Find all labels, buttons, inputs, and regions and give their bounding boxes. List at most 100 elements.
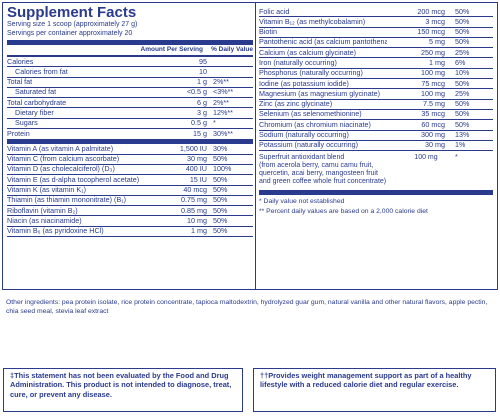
nutrient-name: Saturated fat <box>15 87 57 97</box>
nutrient-name: Vitamin C (from calcium ascorbate) <box>7 154 120 164</box>
thick-rule <box>259 190 493 196</box>
nutrient-amount: 75 mcg <box>421 78 445 88</box>
blend-name: Superfruit antioxidant blend (from acero… <box>259 154 387 186</box>
nutrient-name: Dietary fiber <box>15 107 54 117</box>
nutrient-row: Total carbohydrate 6 g 2%** <box>7 97 253 109</box>
nutrient-daily-value: 50% <box>455 119 470 129</box>
nutrient-row: Protein 15 g 30%** <box>7 129 253 139</box>
nutrient-daily-value: 2%** <box>213 77 229 87</box>
nutrient-name: Sugars <box>15 118 38 128</box>
nutrient-row: Vitamin C (from calcium ascorbate) 30 mg 5… <box>7 154 253 165</box>
fda-disclaimer-text: ‡This statement has not been evaluated b… <box>10 371 232 399</box>
nutrient-amount: 10 mg <box>187 215 207 225</box>
nutrient-row: Sugars 0.5 g * <box>7 118 253 130</box>
nutrient-daily-value: 50% <box>455 109 470 119</box>
nutrient-amount: 15 IU <box>189 174 207 184</box>
nutrient-amount: 0.75 mg <box>181 195 207 205</box>
nutrient-row: Riboflavin (vitamin B₂) 0.85 mg 50% <box>7 205 253 217</box>
footnote-daily-value: * Daily value not established <box>259 198 345 206</box>
nutrient-name: Vitamin K (as vitamin K₁) <box>7 185 86 195</box>
nutrient-amount: 7.5 mg <box>423 99 445 109</box>
nutrient-name: Magnesium (as magnesium glycinate) <box>259 88 381 98</box>
weight-management-text: ††Provides weight management support as … <box>260 371 472 390</box>
nutrient-name: Phosphorus (naturally occurring) <box>259 68 363 78</box>
nutrient-amount: 40 mcg <box>183 185 207 195</box>
footnote-percent: ** Percent daily values are based on a 2… <box>259 207 428 215</box>
nutrient-daily-value: 1% <box>455 140 466 150</box>
nutrient-row: Vitamin B₁₂ (as methylcobalamin) 3 mcg 50% <box>259 16 493 28</box>
nutrient-amount: 3 mcg <box>425 16 445 26</box>
vitamin-rows: Vitamin A (as vitamin A palmitate) 1,500 … <box>7 144 253 238</box>
nutrient-daily-value: 50% <box>455 6 470 16</box>
nutrient-name: Biotin <box>259 27 277 37</box>
nutrient-row: Vitamin E (as d-alpha tocopherol acetate… <box>7 174 253 186</box>
thick-rule <box>7 139 253 145</box>
nutrient-amount: 150 mcg <box>417 27 445 37</box>
nutrient-row: Vitamin B₆ (as pyridoxine HCl) 1 mg 50% <box>7 226 253 238</box>
nutrient-row: Saturated fat <0.5 g <3%** <box>7 87 253 99</box>
nutrient-amount: 60 mcg <box>421 119 445 129</box>
nutrient-name: Folic acid <box>259 6 290 16</box>
nutrient-name: Riboflavin (vitamin B₂) <box>7 205 78 215</box>
other-ingredients: Other ingredients: pea protein isolate, … <box>6 299 488 315</box>
nutrient-daily-value: 50% <box>213 215 228 225</box>
nutrient-amount: 250 mg <box>421 47 445 57</box>
mineral-rows: Folic acid 200 mcg 50% Vitamin B₁₂ (as meth… <box>259 6 493 152</box>
header-rule <box>7 55 253 57</box>
nutrient-row: Vitamin A (as vitamin A palmitate) 1,500 … <box>7 144 253 155</box>
nutrient-amount: 30 mg <box>425 140 445 150</box>
left-column: Supplement Facts Serving size 1 scoop (a… <box>7 3 253 238</box>
nutrient-name: Calories from fat <box>15 66 68 76</box>
nutrient-row: Selenium (as selenomethionine) 35 mcg 50% <box>259 109 493 121</box>
right-column: Folic acid 200 mcg 50% Vitamin B₁₂ (as meth… <box>259 7 493 216</box>
nutrient-name: Selenium (as selenomethionine) <box>259 109 362 119</box>
nutrient-name: Iodine (as potassium iodide) <box>259 78 349 88</box>
nutrient-daily-value: 50% <box>213 195 228 205</box>
servings-per-container: Servings per container approximately 20 <box>7 29 133 37</box>
nutrient-row: Calcium (as calcium glycinate) 250 mg 25% <box>259 47 493 59</box>
nutrient-amount: 1 mg <box>429 57 445 67</box>
weight-management-box: ††Provides weight management support as … <box>253 368 496 412</box>
macro-rows: Calories 95 Calories from fat 10 Total fat 1 … <box>7 57 253 139</box>
nutrient-daily-value: 50% <box>455 27 470 37</box>
nutrient-name: Protein <box>7 129 30 139</box>
nutrient-row: Magnesium (as magnesium glycinate) 100 mg… <box>259 88 493 100</box>
nutrient-daily-value: 50% <box>213 174 228 184</box>
nutrient-amount: 15 g <box>193 129 207 139</box>
nutrient-amount: 400 IU <box>185 164 207 174</box>
nutrient-row: Calories from fat 10 <box>7 66 253 78</box>
nutrient-row: Chromium (as chromium niacinate) 60 mcg 50… <box>259 119 493 131</box>
nutrient-name: Vitamin B₆ (as pyridoxine HCl) <box>7 226 104 236</box>
nutrient-amount: 200 mcg <box>417 6 445 16</box>
nutrient-name: Pantothenic acid (as calcium pantothenat… <box>259 37 387 47</box>
nutrient-name: Thiamin (as thiamin mononitrate) (B₁) <box>7 195 127 205</box>
nutrient-name: Chromium (as chromium niacinate) <box>259 119 371 129</box>
nutrient-daily-value: 50% <box>455 99 470 109</box>
nutrient-name: Vitamin D (as cholecalciferol) (D₃) <box>7 164 115 174</box>
nutrient-name: Niacin (as niacinamide) <box>7 215 82 225</box>
nutrient-amount: 300 mg <box>421 130 445 140</box>
nutrient-amount: 6 g <box>197 97 207 107</box>
dv-header: % Daily Value <box>211 46 253 53</box>
nutrient-name: Sodium (naturally occurring) <box>259 130 349 140</box>
nutrient-amount: 10 <box>199 66 207 76</box>
nutrient-row: Dietary fiber 3 g 12%** <box>7 107 253 119</box>
nutrient-row: Iron (naturally occurring) 1 mg 6% <box>259 57 493 69</box>
supplement-facts-panel: Supplement Facts Serving size 1 scoop (a… <box>2 2 498 290</box>
nutrient-row: Potassium (naturally occurring) 30 mg 1% <box>259 140 493 152</box>
nutrient-amount: 30 mg <box>187 154 207 164</box>
nutrient-amount: 0.85 mg <box>181 205 207 215</box>
superfruit-blend-row: Superfruit antioxidant blend (from acero… <box>259 154 493 186</box>
nutrient-daily-value: 50% <box>455 16 470 26</box>
nutrient-daily-value: 50% <box>455 78 470 88</box>
nutrient-daily-value: 30%** <box>213 129 233 139</box>
column-divider <box>255 3 256 289</box>
nutrient-daily-value: <3%** <box>213 87 234 97</box>
nutrient-row: Pantothenic acid (as calcium pantothenat… <box>259 37 493 49</box>
nutrient-amount: 1 g <box>197 77 207 87</box>
nutrient-name: Vitamin E (as d-alpha tocopherol acetate… <box>7 174 140 184</box>
nutrient-row: Biotin 150 mcg 50% <box>259 27 493 38</box>
nutrient-daily-value: 13% <box>455 130 470 140</box>
nutrient-name: Potassium (naturally occurring) <box>259 140 359 150</box>
nutrient-daily-value: 10% <box>455 68 470 78</box>
